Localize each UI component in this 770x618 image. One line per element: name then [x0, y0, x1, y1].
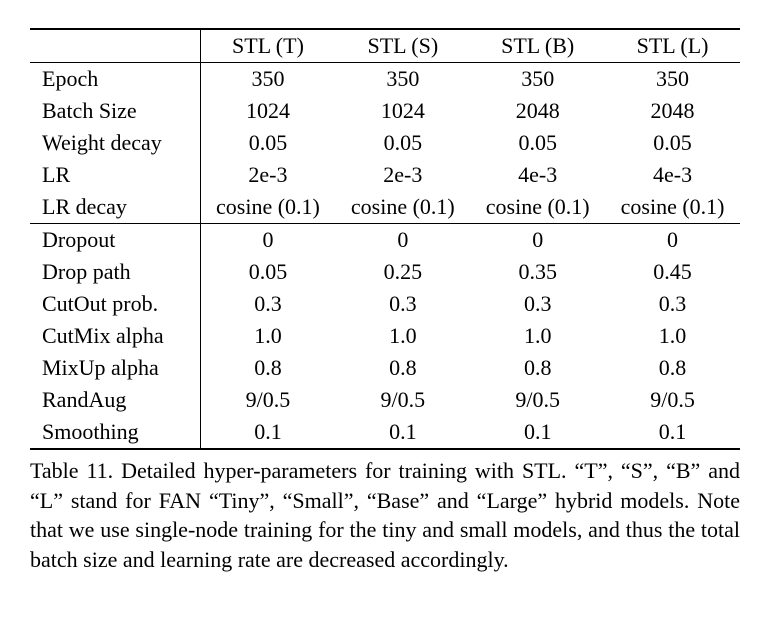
cell: 0.3 — [200, 288, 335, 320]
empty-header-cell — [30, 29, 200, 63]
cell: 0.1 — [605, 416, 740, 449]
col-header: STL (L) — [605, 29, 740, 63]
row-label: Smoothing — [30, 416, 200, 449]
cell: 0.35 — [470, 256, 605, 288]
cell: 2048 — [605, 95, 740, 127]
table-header-row: STL (T) STL (S) STL (B) STL (L) — [30, 29, 740, 63]
table-row: Weight decay 0.05 0.05 0.05 0.05 — [30, 127, 740, 159]
cell: 0.05 — [200, 127, 335, 159]
row-label: RandAug — [30, 384, 200, 416]
cell: 350 — [470, 63, 605, 96]
cell: 0.05 — [335, 127, 470, 159]
col-header: STL (T) — [200, 29, 335, 63]
cell: 9/0.5 — [335, 384, 470, 416]
cell: 0.8 — [605, 352, 740, 384]
cell: 350 — [605, 63, 740, 96]
table-row: Batch Size 1024 1024 2048 2048 — [30, 95, 740, 127]
cell: 2e-3 — [200, 159, 335, 191]
cell: 0 — [335, 224, 470, 257]
cell: 9/0.5 — [200, 384, 335, 416]
cell: 0.1 — [470, 416, 605, 449]
cell: cosine (0.1) — [605, 191, 740, 224]
cell: cosine (0.1) — [200, 191, 335, 224]
hyperparameter-table: STL (T) STL (S) STL (B) STL (L) Epoch 35… — [30, 28, 740, 450]
cell: 1.0 — [335, 320, 470, 352]
cell: 0 — [470, 224, 605, 257]
cell: 0 — [605, 224, 740, 257]
cell: 1024 — [200, 95, 335, 127]
cell: 0.8 — [200, 352, 335, 384]
row-label: Weight decay — [30, 127, 200, 159]
row-label: Batch Size — [30, 95, 200, 127]
cell: 2048 — [470, 95, 605, 127]
cell: 0.3 — [605, 288, 740, 320]
cell: 1.0 — [470, 320, 605, 352]
table-row: Epoch 350 350 350 350 — [30, 63, 740, 96]
cell: cosine (0.1) — [470, 191, 605, 224]
cell: 0.05 — [470, 127, 605, 159]
cell: 0.1 — [335, 416, 470, 449]
cell: 9/0.5 — [470, 384, 605, 416]
cell: 0.05 — [200, 256, 335, 288]
cell: 4e-3 — [470, 159, 605, 191]
table-caption: Table 11. Detailed hyper-parameters for … — [30, 456, 740, 575]
cell: 350 — [200, 63, 335, 96]
table-row: MixUp alpha 0.8 0.8 0.8 0.8 — [30, 352, 740, 384]
cell: 0.3 — [335, 288, 470, 320]
row-label: MixUp alpha — [30, 352, 200, 384]
cell: 0.8 — [470, 352, 605, 384]
row-label: CutMix alpha — [30, 320, 200, 352]
row-label: Drop path — [30, 256, 200, 288]
cell: 350 — [335, 63, 470, 96]
row-label: Dropout — [30, 224, 200, 257]
col-header: STL (S) — [335, 29, 470, 63]
cell: 0.25 — [335, 256, 470, 288]
table-row: CutMix alpha 1.0 1.0 1.0 1.0 — [30, 320, 740, 352]
cell: 0.3 — [470, 288, 605, 320]
row-label: CutOut prob. — [30, 288, 200, 320]
cell: 1.0 — [200, 320, 335, 352]
cell: 0.05 — [605, 127, 740, 159]
cell: 9/0.5 — [605, 384, 740, 416]
cell: 0.8 — [335, 352, 470, 384]
table-row: CutOut prob. 0.3 0.3 0.3 0.3 — [30, 288, 740, 320]
cell: 2e-3 — [335, 159, 470, 191]
table-row: Drop path 0.05 0.25 0.35 0.45 — [30, 256, 740, 288]
cell: 1.0 — [605, 320, 740, 352]
cell: cosine (0.1) — [335, 191, 470, 224]
cell: 1024 — [335, 95, 470, 127]
table-row: LR decay cosine (0.1) cosine (0.1) cosin… — [30, 191, 740, 224]
row-label: Epoch — [30, 63, 200, 96]
cell: 0.45 — [605, 256, 740, 288]
row-label: LR — [30, 159, 200, 191]
cell: 4e-3 — [605, 159, 740, 191]
cell: 0.1 — [200, 416, 335, 449]
cell: 0 — [200, 224, 335, 257]
col-header: STL (B) — [470, 29, 605, 63]
table-row: LR 2e-3 2e-3 4e-3 4e-3 — [30, 159, 740, 191]
table-row: RandAug 9/0.5 9/0.5 9/0.5 9/0.5 — [30, 384, 740, 416]
table-row: Smoothing 0.1 0.1 0.1 0.1 — [30, 416, 740, 449]
table-row: Dropout 0 0 0 0 — [30, 224, 740, 257]
row-label: LR decay — [30, 191, 200, 224]
